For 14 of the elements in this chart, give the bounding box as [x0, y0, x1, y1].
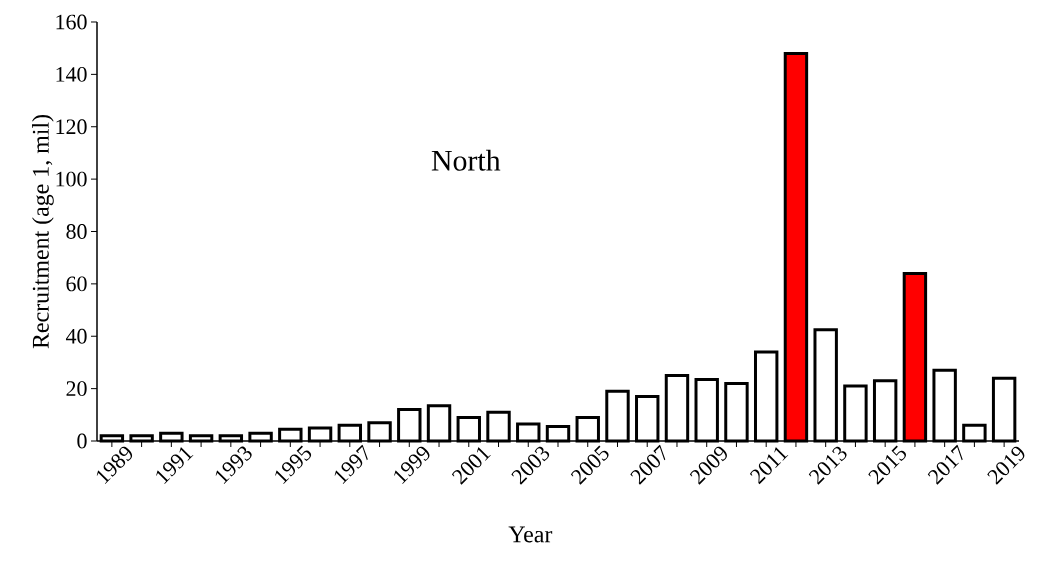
y-tick-label: 40 — [65, 328, 87, 344]
y-tick-label: 80 — [66, 224, 87, 239]
y-tick-label: 60 — [66, 276, 87, 292]
x-tick-label: 1991 — [156, 447, 194, 485]
y-tick-label: 140 — [56, 66, 87, 82]
x-axis-title: Year — [508, 526, 553, 543]
y-tick-label: 120 — [56, 119, 87, 135]
y-tick-label: 160 — [56, 14, 87, 30]
y-axis-title: Recruitment (age 1, mil) — [32, 115, 54, 349]
x-tick-label: 2011 — [749, 447, 789, 485]
annotation: North — [431, 149, 501, 171]
y-tick-label: 20 — [66, 381, 87, 397]
y-tick-label: 100 — [56, 171, 87, 187]
y-tick-label: 0 — [77, 433, 87, 449]
